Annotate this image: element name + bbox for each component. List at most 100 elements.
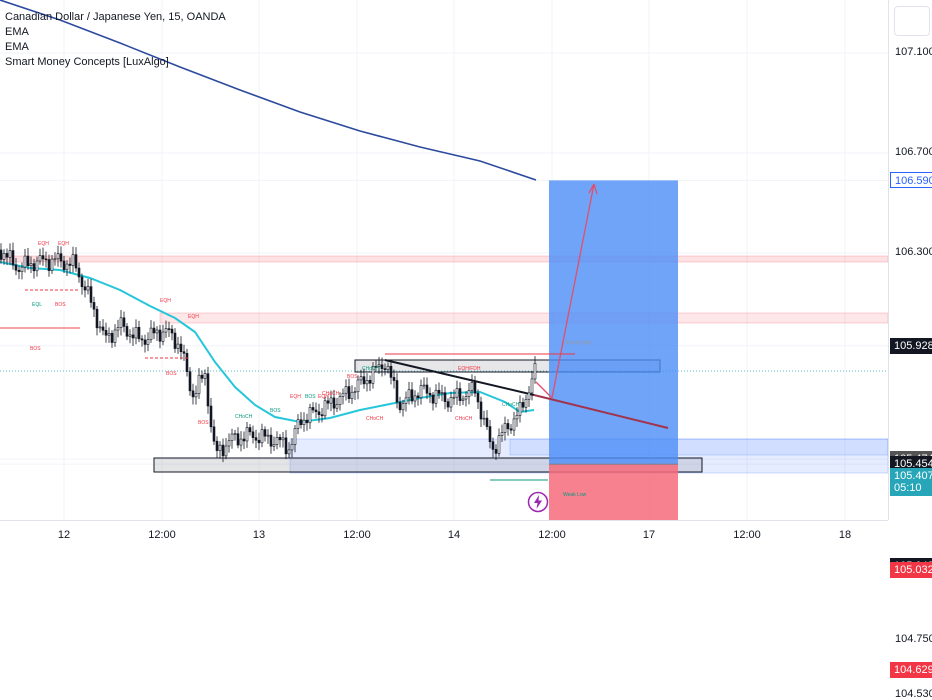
candle-body — [521, 402, 525, 408]
candle-body — [407, 389, 411, 399]
ema-fast-line — [0, 261, 535, 424]
candle-body — [341, 392, 345, 397]
time-tick-label: 13 — [252, 529, 266, 541]
smc-label-bos7: BOS — [347, 374, 358, 380]
candle-body — [248, 427, 252, 433]
candle-body — [401, 403, 405, 411]
smc-label-eqh5: EQH — [290, 394, 301, 400]
candle-body — [266, 434, 270, 437]
candle-body — [20, 266, 24, 272]
candle-body — [188, 371, 192, 392]
candle-body — [458, 388, 462, 401]
ema-indicator-1[interactable]: EMA — [5, 26, 29, 38]
candle-body — [506, 423, 510, 430]
candle-body — [47, 259, 51, 271]
candle-body — [125, 326, 129, 337]
candle-body — [293, 428, 297, 445]
candle-body — [23, 255, 27, 268]
smc-label-choch2: CHoCH — [322, 391, 340, 397]
candle-body — [404, 397, 408, 404]
candle-body — [89, 286, 93, 303]
candle-body — [98, 326, 102, 329]
candle-body — [278, 437, 282, 441]
candle-body — [530, 378, 534, 394]
candle-body — [275, 437, 279, 445]
candle-body — [257, 439, 261, 444]
price-axis[interactable]: 107.500107.100106.700106.300104.750104.5… — [888, 0, 932, 700]
smc-indicator[interactable]: Smart Money Concepts [LuxAlgo] — [5, 56, 169, 68]
smc-label-eqh1: EQH — [38, 241, 49, 247]
candle-body — [104, 330, 108, 336]
candle-body — [2, 253, 6, 260]
candle-body — [503, 423, 507, 433]
candle-body — [65, 263, 69, 271]
candle-body — [122, 317, 126, 327]
candle-body — [284, 437, 288, 455]
candle-body — [338, 396, 342, 405]
candle-body — [512, 418, 516, 431]
candle-body — [182, 351, 186, 354]
candle-body — [245, 427, 249, 442]
candle-body — [95, 308, 99, 329]
candle-body — [317, 411, 321, 415]
candle-body — [119, 317, 123, 328]
candle-body — [320, 414, 324, 417]
candle-body — [212, 426, 216, 442]
candle-body — [467, 390, 471, 397]
candle-body — [272, 444, 276, 447]
candle-body — [236, 433, 240, 446]
ema-indicator-2[interactable]: EMA — [5, 41, 29, 53]
time-axis[interactable]: 12 12:00 13 12:00 14 12:00 17 12:00 18 — [0, 520, 888, 551]
candle-body — [200, 374, 204, 379]
candle-body — [113, 329, 117, 343]
candle-body — [32, 263, 36, 272]
candle-body — [347, 386, 351, 399]
candle-body — [329, 397, 333, 404]
candle-body — [230, 433, 234, 442]
time-tick-label: 12:00 — [733, 529, 761, 541]
price-label-badge: 106.590 — [890, 172, 932, 189]
candle-body — [68, 263, 72, 266]
candle-body — [335, 404, 339, 409]
settings-button[interactable] — [894, 6, 930, 36]
candlesticks — [0, 242, 537, 463]
candle-body — [269, 434, 273, 447]
candle-body — [191, 390, 195, 398]
smc-label-eqh2: EQH — [58, 241, 69, 247]
candle-body — [425, 384, 429, 394]
smc-label-weak_low: Weak Low — [563, 492, 587, 498]
candle-body — [155, 329, 159, 334]
candle-body — [446, 401, 450, 408]
long-position-tool[interactable] — [384, 180, 678, 520]
ema-slow-line — [0, 0, 537, 181]
time-tick-label: 17 — [642, 529, 656, 541]
candle-body — [41, 255, 45, 260]
smc-label-bos3: BOS — [166, 371, 177, 377]
candle-body — [149, 327, 153, 340]
chart-legend: Canadian Dollar / Japanese Yen, 15, OAND… — [5, 10, 226, 70]
candle-body — [53, 258, 57, 261]
supply-zone — [0, 255, 888, 263]
candle-body — [101, 326, 105, 331]
candle-body — [434, 389, 438, 404]
arrow-head — [588, 183, 598, 195]
candle-body — [431, 394, 435, 404]
candle-body — [359, 376, 363, 381]
candle-body — [371, 366, 375, 384]
candle-body — [170, 328, 174, 334]
candle-body — [242, 438, 246, 442]
candle-body — [395, 380, 399, 403]
time-tick-label: 12 — [57, 529, 71, 541]
symbol-title[interactable]: Canadian Dollar / Japanese Yen, 15, OAND… — [5, 11, 226, 23]
lightning-icon[interactable] — [527, 491, 549, 513]
candle-body — [62, 260, 66, 271]
candle-body — [137, 326, 141, 340]
candle-body — [380, 364, 384, 369]
candle-body — [473, 382, 477, 394]
candle-body — [428, 392, 432, 396]
trendline — [384, 359, 535, 396]
smc-label-choch6: CHoCH — [502, 402, 520, 408]
candle-body — [350, 391, 354, 399]
candle-body — [308, 407, 312, 424]
